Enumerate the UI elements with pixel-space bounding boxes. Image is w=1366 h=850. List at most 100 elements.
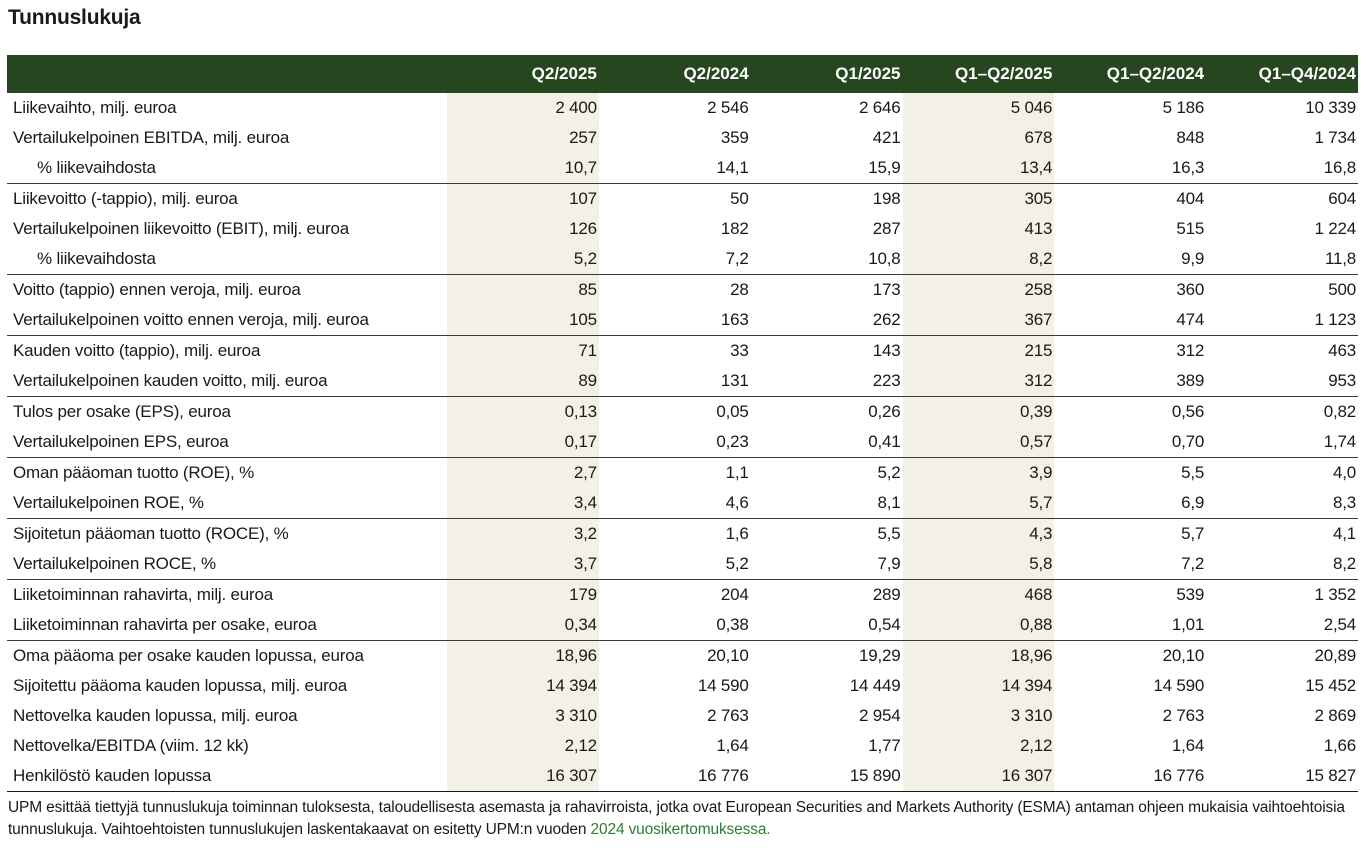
value-cell: 5 046 [902, 93, 1055, 123]
value-cell: 0,23 [598, 427, 751, 458]
value-cell: 262 [750, 305, 903, 336]
value-cell: 3 310 [902, 701, 1055, 731]
column-header: Q2/2024 [598, 55, 751, 93]
value-cell: 16 776 [1054, 761, 1207, 792]
value-cell: 14 394 [447, 671, 599, 701]
row-label: % liikevaihdosta [7, 244, 448, 275]
table-row: Sijoitettu pääoma kauden lopussa, milj. … [7, 671, 1358, 701]
value-cell: 413 [902, 214, 1055, 244]
value-cell: 8,2 [1206, 549, 1358, 580]
table-row: Vertailukelpoinen ROE, % 3,4 4,6 8,1 5,7 6,9 8… [7, 488, 1358, 519]
row-label: Oman pääoman tuotto (ROE), % [13, 463, 255, 482]
table-row: Oma pääoma per osake kauden lopussa, eur… [7, 640, 1358, 671]
value-cell: 10 339 [1305, 98, 1356, 117]
row-label: Liikevaihto, milj. euroa [13, 98, 177, 117]
row-label: Vertailukelpoinen liikevoitto (EBIT), mi… [13, 219, 350, 238]
table-header-row: Q2/2025 Q2/2024 Q1/2025 Q1–Q2/2025 Q1–Q2… [7, 55, 1358, 93]
table-row: Liikevaihto, milj. euroa 2 400 2 546 2 646 5… [7, 93, 1358, 123]
value-cell: 474 [1054, 305, 1207, 336]
value-cell: 289 [872, 585, 901, 604]
value-cell: 367 [902, 305, 1055, 336]
value-cell: 0,38 [598, 610, 751, 641]
value-cell: 287 [872, 219, 901, 238]
value-cell: 33 [730, 341, 749, 360]
value-cell: 14 590 [1153, 676, 1205, 695]
value-cell: 5,7 [1181, 524, 1205, 543]
value-cell: 539 [1176, 585, 1205, 604]
table-row: Sijoitetun pääoman tuotto (ROCE), % 3,2 1,… [7, 518, 1358, 549]
value-cell: 0,34 [447, 610, 599, 641]
row-label: Sijoitettu pääoma kauden lopussa, milj. … [13, 676, 348, 695]
column-header: Q1/2025 [750, 55, 903, 93]
value-cell: 3,7 [447, 549, 599, 580]
value-cell: 11,8 [1206, 244, 1358, 275]
value-cell: 389 [1054, 366, 1207, 397]
value-cell: 50 [730, 189, 749, 208]
value-cell: 1 734 [1314, 128, 1356, 147]
table-row: % liikevaihdosta 10,7 14,1 15,9 13,4 16,3 16,8 [7, 153, 1358, 184]
value-cell: 1 224 [1314, 219, 1356, 238]
annual-report-link[interactable]: 2024 vuosikertomuksessa. [590, 821, 771, 838]
value-cell: 1,1 [725, 463, 749, 482]
value-cell: 2,12 [902, 731, 1055, 761]
row-label: Liiketoiminnan rahavirta, milj. euroa [13, 585, 274, 604]
table-row: Voitto (tappio) ennen veroja, milj. euro… [7, 274, 1358, 305]
value-cell: 515 [1176, 219, 1205, 238]
value-cell: 16,8 [1206, 153, 1358, 184]
value-cell: 359 [720, 128, 749, 147]
value-cell: 463 [1328, 341, 1356, 360]
value-cell: 107 [447, 183, 599, 214]
value-cell: 2 954 [858, 706, 901, 725]
value-cell: 182 [720, 219, 749, 238]
page-title: Tunnuslukuja [8, 6, 141, 29]
value-cell: 3,4 [447, 488, 599, 519]
value-cell: 3,2 [447, 518, 599, 549]
table-row: Vertailukelpoinen EBITDA, milj. euroa 257… [7, 123, 1358, 153]
row-label: Nettovelka/EBITDA (viim. 12 kk) [13, 736, 249, 755]
value-cell: 15 827 [1206, 761, 1358, 792]
value-cell: 0,54 [750, 610, 903, 641]
value-cell: 6,9 [1054, 488, 1207, 519]
value-cell: 0,05 [716, 402, 749, 421]
value-cell: 5,5 [877, 524, 901, 543]
table-row: Nettovelka/EBITDA (viim. 12 kk) 2,12 1,64 1… [7, 731, 1358, 761]
value-cell: 198 [872, 189, 901, 208]
value-cell: 85 [447, 274, 599, 305]
value-cell: 20,10 [1162, 646, 1205, 665]
table-row: Kauden voitto (tappio), milj. euroa 71 33 1… [7, 335, 1358, 366]
value-cell: 5,2 [598, 549, 751, 580]
value-cell: 8,1 [750, 488, 903, 519]
value-cell: 15 890 [750, 761, 903, 792]
row-label: Liiketoiminnan rahavirta per osake, euro… [7, 610, 448, 641]
value-cell: 10,7 [447, 153, 599, 184]
value-cell: 8,3 [1206, 488, 1358, 519]
value-cell: 16,3 [1054, 153, 1207, 184]
value-cell: 1,64 [1171, 736, 1205, 755]
table-row: Vertailukelpoinen ROCE, % 3,7 5,2 7,9 5,8 7,2… [7, 549, 1358, 580]
value-cell: 1,6 [725, 524, 749, 543]
value-cell: 89 [447, 366, 599, 397]
row-label: Vertailukelpoinen EBITDA, milj. euroa [13, 128, 290, 147]
value-cell: 105 [447, 305, 599, 336]
table-row: Vertailukelpoinen EPS, euroa 0,17 0,23 0,41… [7, 427, 1358, 458]
value-cell: 179 [447, 579, 599, 610]
value-cell: 7,9 [750, 549, 903, 580]
kpi-table-body: Liikevaihto, milj. euroa 2 400 2 546 2 646 5… [7, 93, 1358, 792]
value-cell: 4,6 [598, 488, 751, 519]
column-header: Q1–Q2/2024 [1054, 55, 1207, 93]
row-label: Nettovelka kauden lopussa, milj. euroa [13, 706, 298, 725]
value-cell: 20,89 [1314, 646, 1356, 665]
value-cell: 500 [1328, 280, 1356, 299]
value-cell: 5 186 [1162, 98, 1205, 117]
value-cell: 5,2 [447, 244, 599, 275]
value-cell: 215 [902, 335, 1055, 366]
value-cell: 14 590 [697, 676, 749, 695]
value-cell: 19,29 [858, 646, 901, 665]
row-label: Sijoitetun pääoman tuotto (ROCE), % [13, 524, 289, 543]
value-cell: 2,54 [1206, 610, 1358, 641]
footnote: UPM esittää tiettyjä tunnuslukuja toimin… [8, 797, 1348, 841]
table-row: Henkilöstö kauden lopussa 16 307 16 776 15 … [7, 761, 1358, 792]
value-cell: 28 [730, 280, 749, 299]
value-cell: 468 [902, 579, 1055, 610]
value-cell: 3,9 [902, 457, 1055, 488]
